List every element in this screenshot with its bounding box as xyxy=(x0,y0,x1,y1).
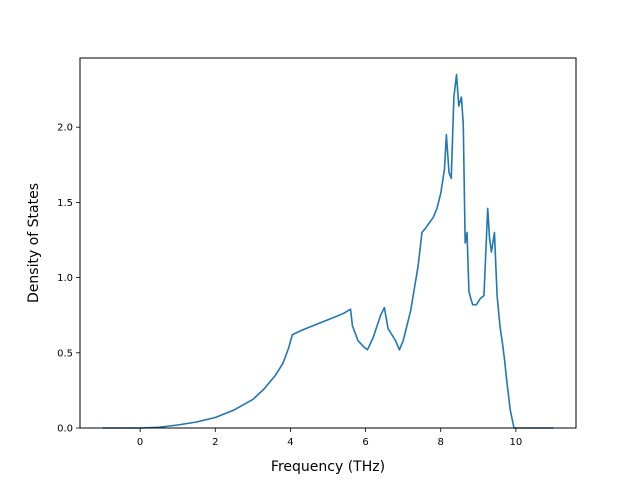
axes-frame xyxy=(79,57,577,429)
x-tick-label: 2 xyxy=(212,437,218,448)
series-layer xyxy=(102,73,554,429)
y-tick-label: 2.0 xyxy=(57,123,73,134)
y-tick-label: 0.0 xyxy=(57,424,73,435)
x-tick-label: 4 xyxy=(287,437,293,448)
y-tick-label: 0.5 xyxy=(57,348,73,359)
dos-series-line-0 xyxy=(102,73,554,429)
y-tick-label: 1.5 xyxy=(57,198,73,209)
y-axis: 0.0 0.5 1.0 1.5 2.0 xyxy=(57,123,80,435)
y-axis-label: Density of States xyxy=(26,183,42,303)
y-tick-label: 1.0 xyxy=(57,273,73,284)
x-axis: 0 2 4 6 8 10 xyxy=(137,428,522,448)
x-tick-label: 6 xyxy=(362,437,368,448)
x-tick-label: 10 xyxy=(510,437,523,448)
x-axis-label: Frequency (THz) xyxy=(271,459,385,475)
x-tick-label: 8 xyxy=(438,437,444,448)
x-tick-label: 0 xyxy=(137,437,143,448)
plot-area xyxy=(79,57,577,429)
